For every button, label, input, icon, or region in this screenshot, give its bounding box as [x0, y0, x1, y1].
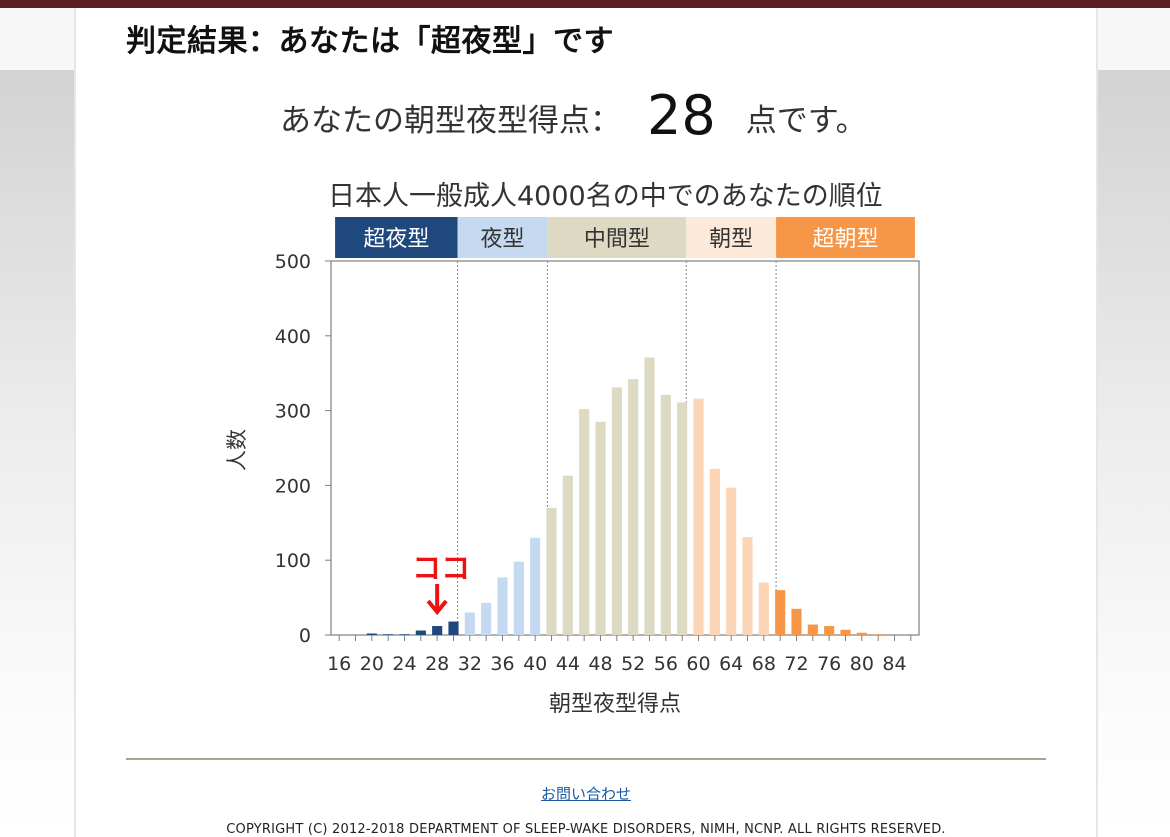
bar	[497, 577, 508, 635]
bar	[530, 537, 541, 635]
x-tick-label: 28	[425, 653, 449, 675]
x-tick-label: 84	[882, 653, 906, 675]
x-tick-label: 60	[686, 653, 710, 675]
score-value: 28	[647, 84, 716, 147]
x-tick-label: 16	[327, 653, 351, 675]
bar	[366, 633, 377, 635]
category-block	[335, 217, 458, 258]
category-block	[776, 217, 915, 258]
marker-label: ココ	[412, 551, 470, 585]
bar	[677, 402, 688, 635]
score-prefix: あなたの朝型夜型得点：	[280, 103, 621, 139]
bar	[644, 357, 655, 635]
category-label: 超朝型	[812, 227, 878, 252]
bar	[873, 634, 884, 635]
bar	[464, 612, 475, 635]
bar	[807, 624, 818, 635]
y-tick-label: 300	[275, 401, 311, 423]
bar	[726, 487, 737, 635]
bar	[432, 626, 443, 635]
category-label: 夜型	[480, 227, 524, 252]
contact-link[interactable]: お問い合わせ	[540, 785, 631, 803]
bar	[415, 630, 426, 635]
x-tick-label: 44	[556, 653, 580, 675]
category-block	[686, 217, 777, 258]
header-band-left	[0, 8, 74, 70]
bar	[791, 608, 802, 635]
bar	[383, 634, 394, 635]
x-tick-label: 32	[458, 653, 482, 675]
y-tick-label: 500	[275, 251, 311, 273]
distribution-chart: 超夜型 夜型 中間型 朝型 超朝型 0 100 200 300 400 500 16 20 24 28 32 3…	[225, 217, 920, 717]
bar	[513, 561, 524, 635]
x-tick-label: 80	[850, 653, 874, 675]
score-suffix: 点です。	[745, 103, 867, 139]
x-tick-label: 76	[817, 653, 841, 675]
y-tick-label: 200	[275, 475, 311, 497]
x-tick-label: 20	[360, 653, 384, 675]
bar	[546, 507, 557, 635]
y-axis-label: 人数	[225, 429, 249, 471]
main-content: 判定結果：あなたは「超夜型」です あなたの朝型夜型得点： 28 点です。 日本人一般…	[74, 8, 1098, 837]
category-label: 中間型	[584, 227, 650, 252]
footer-divider	[126, 758, 1046, 760]
bar	[448, 621, 459, 635]
bar	[562, 475, 573, 635]
top-bar	[0, 0, 1170, 8]
y-tick-label: 0	[299, 625, 311, 647]
y-tick-label: 100	[275, 550, 311, 572]
copyright-text: COPYRIGHT (C) 2012-2018 DEPARTMENT OF SL…	[226, 822, 946, 837]
bar	[856, 632, 867, 635]
bar	[775, 590, 786, 635]
y-tick-label: 400	[275, 326, 311, 348]
category-block	[457, 217, 548, 258]
bar	[742, 537, 753, 635]
bar	[579, 409, 590, 635]
bar	[693, 398, 704, 635]
x-tick-label: 72	[784, 653, 808, 675]
bar	[481, 602, 492, 635]
bar	[758, 582, 769, 635]
bar	[660, 394, 671, 635]
category-label: 朝型	[709, 227, 753, 252]
x-axis-label: 朝型夜型得点	[549, 692, 681, 717]
marker-arrow-head	[426, 599, 448, 616]
bar	[611, 387, 622, 635]
x-tick-label: 68	[752, 653, 776, 675]
x-tick-label: 48	[588, 653, 612, 675]
x-tick-label: 64	[719, 653, 743, 675]
x-tick-label: 36	[490, 653, 514, 675]
x-tick-label: 40	[523, 653, 547, 675]
plot-frame	[330, 260, 920, 636]
bar	[840, 629, 851, 635]
x-tick-label: 56	[654, 653, 678, 675]
x-tick-label: 52	[621, 653, 645, 675]
result-title: 判定結果：あなたは「超夜型」です	[126, 24, 614, 59]
bar	[399, 634, 410, 635]
bar	[709, 468, 720, 635]
bar	[824, 626, 835, 635]
bar	[595, 421, 606, 635]
header-band-right	[1096, 8, 1170, 70]
category-label: 超夜型	[363, 227, 429, 252]
category-block	[547, 217, 687, 258]
chart-title: 日本人一般成人4000名の中でのあなたの順位	[328, 181, 883, 212]
x-tick-label: 24	[392, 653, 416, 675]
bar	[628, 379, 639, 635]
score-line: あなたの朝型夜型得点： 28 点です。	[280, 86, 867, 146]
